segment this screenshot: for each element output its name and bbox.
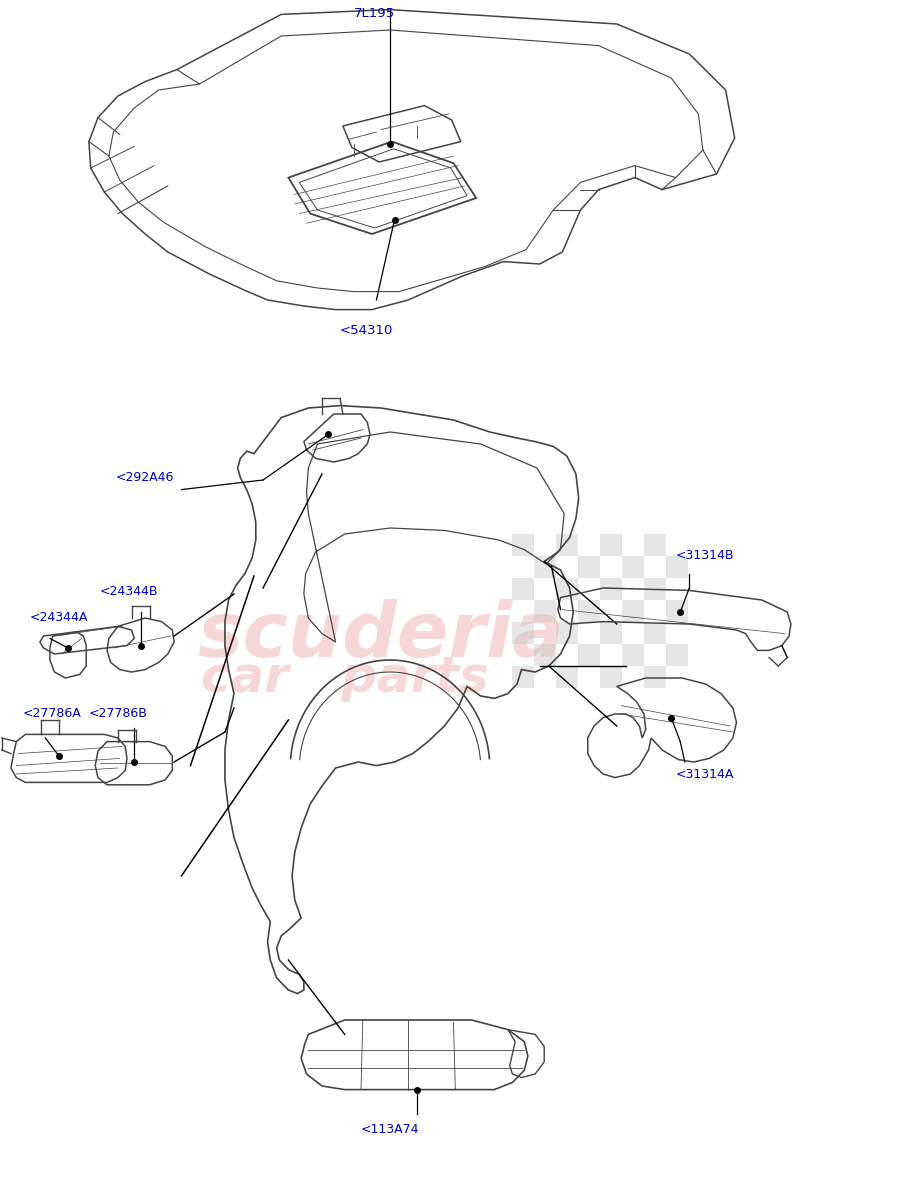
Bar — [512, 666, 534, 688]
Bar — [557, 666, 579, 688]
Text: car   parts: car parts — [200, 654, 489, 702]
Bar — [600, 534, 622, 556]
Text: 7L195: 7L195 — [354, 7, 395, 20]
Bar — [600, 578, 622, 600]
Bar — [534, 644, 557, 666]
Text: <27786B: <27786B — [89, 707, 148, 720]
Text: <54310: <54310 — [340, 324, 394, 337]
Bar — [557, 534, 579, 556]
Text: <31314B: <31314B — [676, 548, 734, 562]
Bar — [667, 600, 688, 622]
Bar — [645, 622, 667, 644]
Text: <24344B: <24344B — [100, 584, 158, 598]
Bar — [645, 666, 667, 688]
Bar — [534, 556, 557, 578]
Bar — [600, 666, 622, 688]
Bar — [579, 600, 600, 622]
Bar — [622, 644, 645, 666]
Bar — [534, 600, 557, 622]
Bar — [557, 578, 579, 600]
Text: <292A46: <292A46 — [116, 472, 174, 484]
Bar — [645, 578, 667, 600]
Text: <31314A: <31314A — [676, 768, 734, 781]
Text: <27786A: <27786A — [23, 707, 82, 720]
Bar — [622, 556, 645, 578]
Bar — [579, 644, 600, 666]
Bar — [645, 534, 667, 556]
Text: <113A74: <113A74 — [361, 1123, 419, 1136]
Bar — [512, 622, 534, 644]
Bar — [667, 644, 688, 666]
Text: scuderia: scuderia — [198, 599, 564, 673]
Bar — [557, 622, 579, 644]
Bar — [667, 556, 688, 578]
Bar — [512, 578, 534, 600]
Text: <24344A: <24344A — [30, 611, 88, 624]
Bar — [579, 556, 600, 578]
Bar — [512, 534, 534, 556]
Bar — [600, 622, 622, 644]
Bar — [622, 600, 645, 622]
